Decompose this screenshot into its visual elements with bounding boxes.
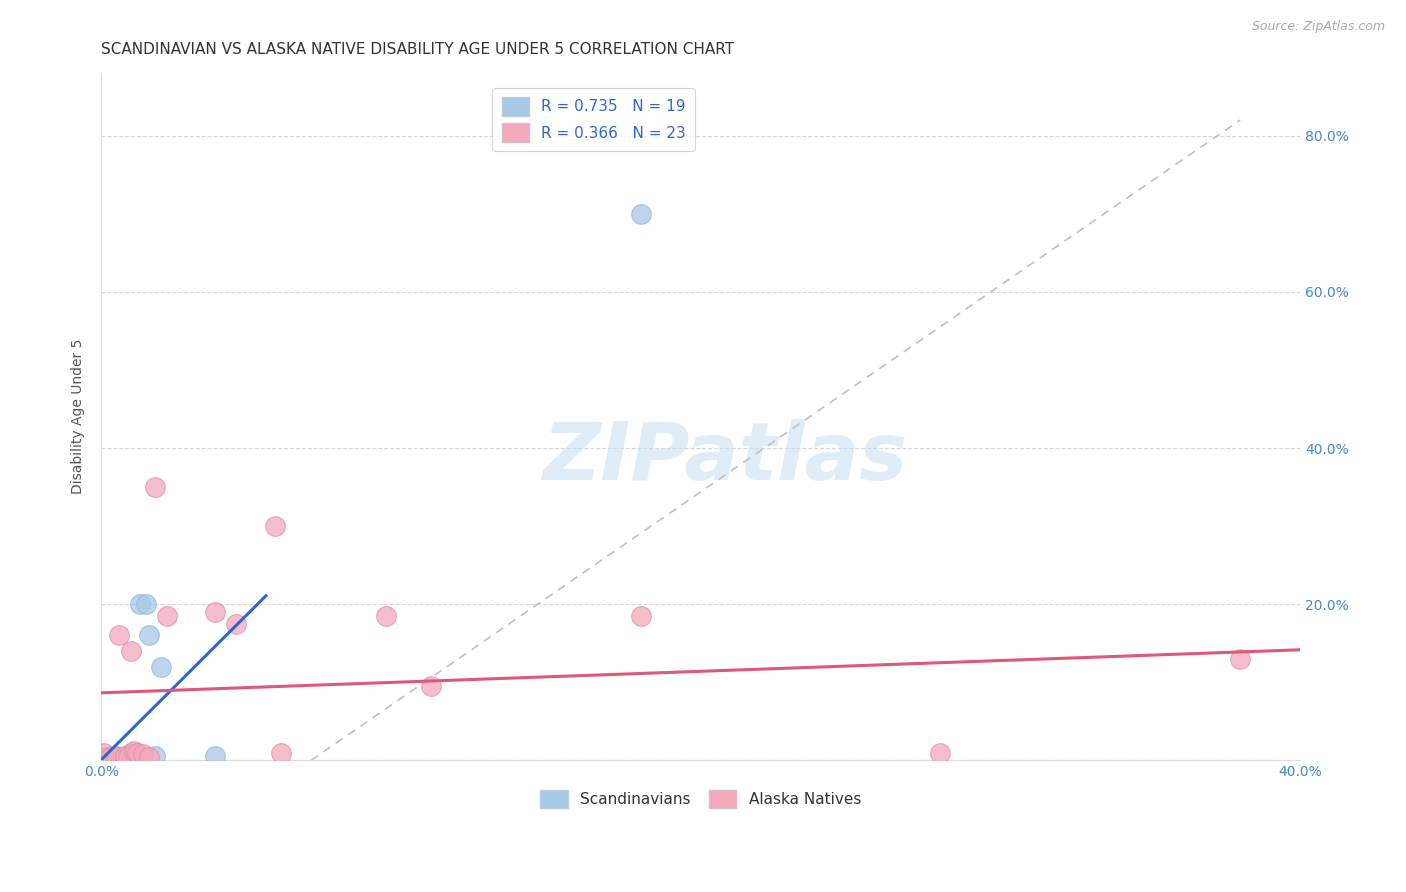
Point [103, 750, 125, 764]
Point [204, 605, 226, 619]
Y-axis label: Disability Age Under 5: Disability Age Under 5 [72, 339, 86, 494]
Point [929, 746, 952, 760]
Point [135, 597, 157, 611]
Point [120, 644, 142, 658]
Point [93, 750, 115, 764]
Point [122, 747, 145, 761]
Point [1229, 652, 1251, 666]
Text: ZIPatlas: ZIPatlas [543, 419, 907, 497]
Point [143, 749, 166, 764]
Point [117, 750, 139, 764]
Point [127, 746, 149, 760]
Point [204, 749, 226, 764]
Point [108, 750, 131, 764]
Point [98, 750, 121, 764]
Point [374, 608, 396, 623]
Legend: Scandinavians, Alaska Natives: Scandinavians, Alaska Natives [534, 784, 868, 814]
Point [129, 597, 152, 611]
Point [419, 679, 441, 693]
Point [225, 616, 247, 631]
Point [105, 748, 128, 763]
Point [264, 519, 287, 533]
Point [98, 750, 121, 764]
Point [105, 750, 128, 764]
Point [122, 744, 145, 758]
Point [120, 746, 142, 760]
Point [108, 628, 131, 642]
Text: SCANDINAVIAN VS ALASKA NATIVE DISABILITY AGE UNDER 5 CORRELATION CHART: SCANDINAVIAN VS ALASKA NATIVE DISABILITY… [101, 42, 734, 57]
Point [96, 750, 118, 764]
Point [150, 659, 173, 673]
Point [138, 628, 160, 642]
Point [127, 746, 149, 760]
Text: Source: ZipAtlas.com: Source: ZipAtlas.com [1251, 20, 1385, 33]
Point [143, 480, 166, 494]
Point [138, 750, 160, 764]
Point [114, 750, 136, 764]
Point [270, 746, 292, 760]
Point [132, 747, 155, 761]
Point [111, 750, 134, 764]
Point [93, 746, 115, 760]
Point [117, 747, 139, 762]
Point [630, 608, 652, 623]
Point [630, 207, 652, 221]
Point [114, 748, 136, 763]
Point [156, 608, 179, 623]
Point [114, 750, 136, 764]
